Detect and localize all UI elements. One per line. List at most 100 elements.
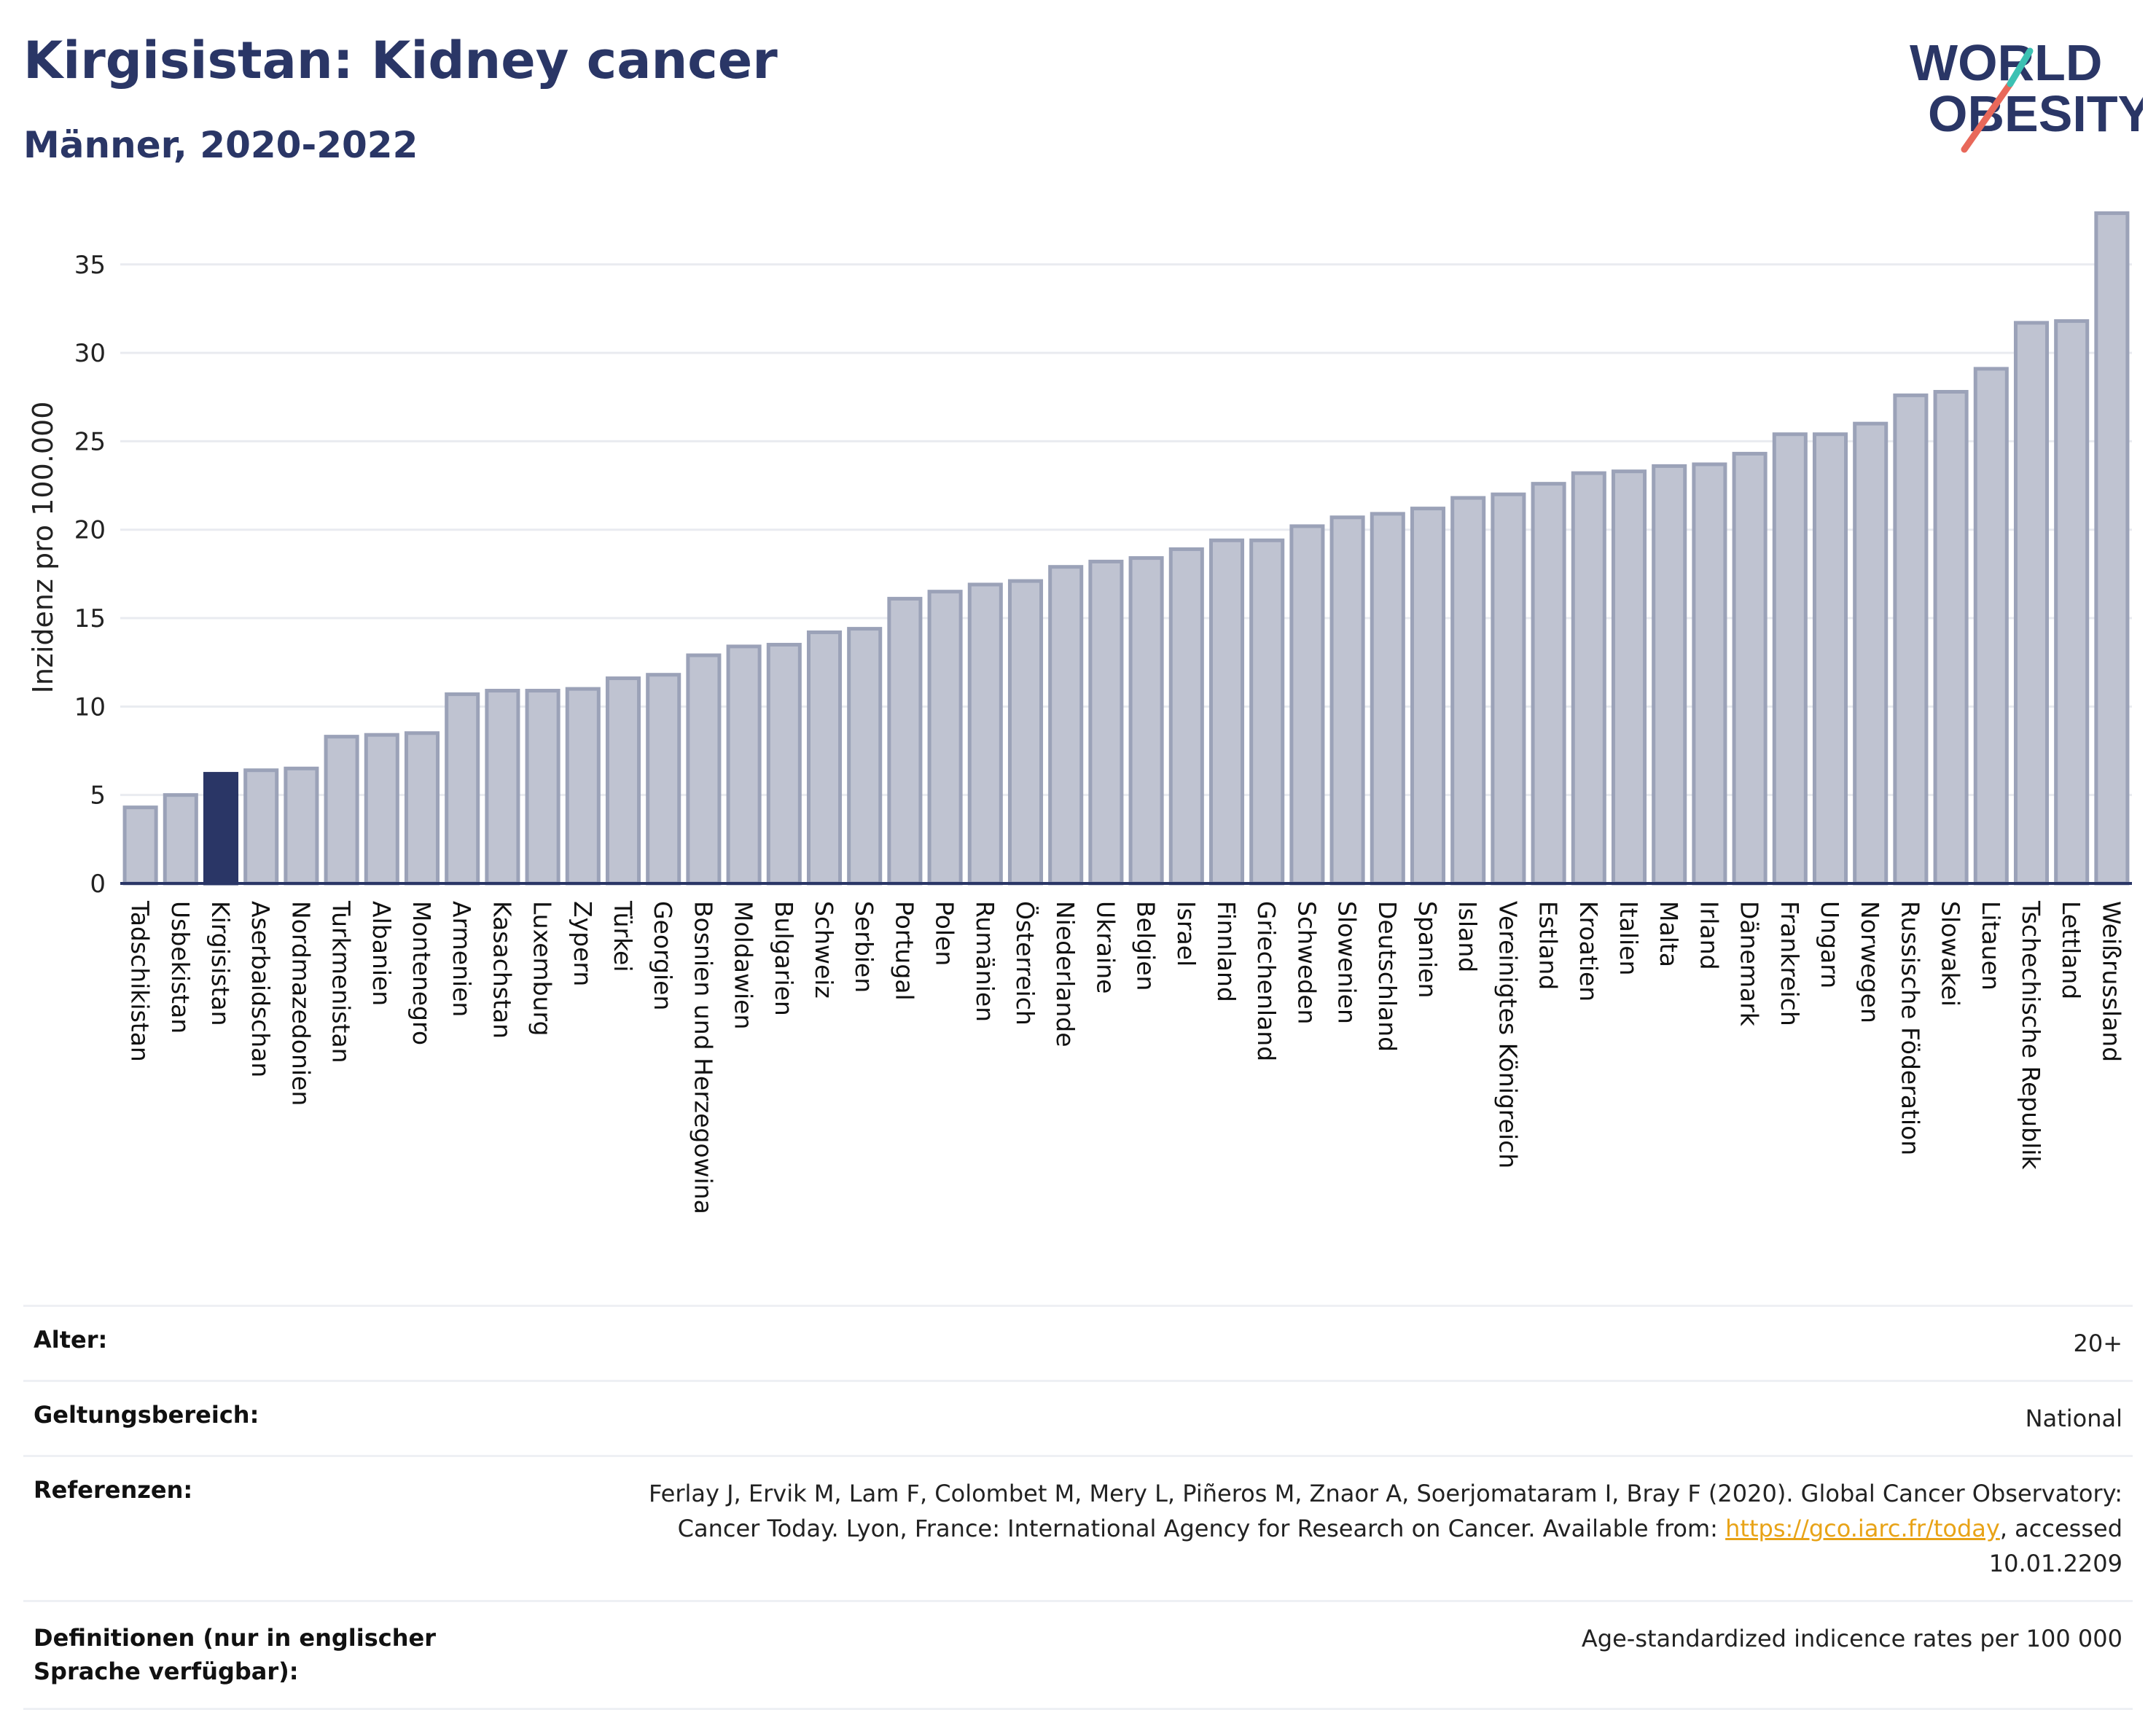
references-text: Ferlay J, Ervik M, Lam F, Colombet M, Me… (649, 1480, 2122, 1542)
x-tick-label: Litauen (1977, 901, 2005, 991)
bar (525, 689, 561, 886)
bar (847, 627, 883, 886)
bar (887, 596, 923, 886)
logo-line1: WORLD (1910, 34, 2102, 91)
bar (1571, 471, 1606, 886)
bar (1692, 462, 1727, 886)
bar (1249, 538, 1285, 886)
bar (1732, 451, 1768, 886)
x-tick-label: Kasachstan (488, 901, 516, 1039)
bar (2094, 211, 2130, 886)
x-tick-label: Ukraine (1091, 901, 1120, 993)
x-tick-label: Polen (931, 901, 959, 966)
x-tick-label: Tschechische Republik (2017, 900, 2045, 1170)
bar (1531, 482, 1566, 886)
x-tick-label: Malta (1655, 901, 1683, 967)
references-value: Ferlay J, Ervik M, Lam F, Colombet M, Me… (592, 1476, 2122, 1581)
bar (2054, 319, 2090, 886)
footer-row-scope: Geltungsbereich: National (23, 1380, 2133, 1455)
y-tick-label: 30 (74, 339, 106, 368)
footer-row-age: Alter: 20+ (23, 1305, 2133, 1380)
x-tick-label: Nordmazedonien (286, 901, 315, 1106)
bar (967, 582, 1003, 886)
x-tick-label: Kirgisistan (206, 901, 235, 1026)
definitions-value: Age-standardized indicence rates per 100… (1581, 1625, 2122, 1652)
x-tick-label: Georgien (649, 901, 677, 1010)
bar (1491, 492, 1526, 886)
bar (163, 793, 198, 886)
x-tick-label: Dänemark (1735, 901, 1764, 1027)
x-tick-label: Spanien (1413, 901, 1442, 998)
bar (1893, 393, 1929, 886)
bar (1853, 421, 1889, 886)
x-tick-label: Aserbaidschan (246, 901, 275, 1077)
bar (2013, 321, 2050, 886)
x-tick-label: Rumänien (971, 901, 999, 1022)
y-tick-label: 25 (74, 427, 106, 456)
logo-line2: OBESITY (1928, 85, 2143, 142)
y-tick-label: 20 (74, 516, 106, 545)
bar (1933, 389, 1969, 886)
x-tick-label: Island (1453, 901, 1482, 972)
x-tick-label: Serbien (850, 901, 878, 993)
references-suffix: , accessed 10.01.2209 (1988, 1515, 2122, 1577)
bar (1208, 538, 1245, 886)
bar (1088, 559, 1124, 886)
x-tick-label: Estland (1534, 901, 1563, 990)
x-tick-label: Lettland (2057, 901, 2085, 999)
bar (927, 590, 963, 886)
x-tick-label: Zypern (569, 901, 597, 986)
x-tick-label: Österreich (1011, 901, 1040, 1026)
x-tick-label: Albanien (367, 901, 396, 1006)
x-tick-label: Kroatien (1574, 901, 1603, 1002)
scope-label: Geltungsbereich: (34, 1401, 259, 1429)
bar (203, 772, 239, 886)
scope-value: National (2025, 1405, 2122, 1432)
x-tick-label: Portugal (890, 901, 918, 1001)
x-tick-label: Bosnien und Herzegowina (689, 901, 717, 1214)
bar (1289, 524, 1325, 886)
x-tick-label: Italien (1614, 901, 1643, 975)
logo-slash-red-icon (1961, 80, 2014, 153)
x-tick-label: Frankreich (1776, 901, 1804, 1026)
y-tick-label: 10 (74, 692, 106, 722)
bar (1973, 367, 2009, 886)
y-tick-label: 5 (90, 781, 106, 811)
bar (1128, 556, 1164, 886)
definitions-label: Definitionen (nur in englischer Sprache … (34, 1624, 436, 1686)
x-tick-label: Montenegro (407, 901, 436, 1045)
bar (1611, 469, 1647, 886)
bar (243, 768, 279, 886)
bar (404, 731, 440, 886)
x-tick-label: Moldawien (730, 901, 758, 1029)
y-tick-label: 35 (74, 251, 106, 280)
bar (1450, 496, 1486, 886)
bar (686, 653, 722, 886)
references-label: Referenzen: (34, 1476, 193, 1504)
x-tick-label: Armenien (448, 901, 476, 1017)
bar (806, 630, 843, 886)
x-tick-label: Niederlande (1051, 901, 1079, 1047)
bar (284, 766, 319, 886)
footer-row-references: Referenzen: Ferlay J, Ervik M, Lam F, Co… (23, 1455, 2133, 1600)
bar (605, 676, 641, 886)
x-tick-label: Vereinigtes Königreich (1493, 901, 1522, 1168)
y-tick-label: 0 (90, 870, 106, 899)
age-value: 20+ (2073, 1330, 2122, 1357)
page-title: Kirgisistan: Kidney cancer (23, 31, 778, 90)
x-tick-label: Schweiz (810, 901, 838, 999)
bar (1007, 579, 1044, 886)
x-tick-label: Russische Föderation (1896, 901, 1924, 1155)
footer-row-definitions: Definitionen (nur in englischer Sprache … (23, 1600, 2133, 1710)
bar (766, 642, 802, 886)
x-tick-label: Griechenland (1252, 901, 1281, 1061)
world-obesity-logo: WORLD OBESITY (1910, 34, 2143, 153)
x-tick-label: Norwegen (1856, 901, 1884, 1023)
bar (726, 644, 762, 886)
bar (646, 673, 681, 886)
x-tick-label: Slowakei (1937, 901, 1965, 1007)
references-link[interactable]: https://gco.iarc.fr/today (1725, 1515, 2000, 1542)
x-tick-label: Turkmenistan (327, 900, 356, 1063)
x-tick-label: Ungarn (1816, 901, 1844, 988)
bar (1812, 432, 1848, 886)
